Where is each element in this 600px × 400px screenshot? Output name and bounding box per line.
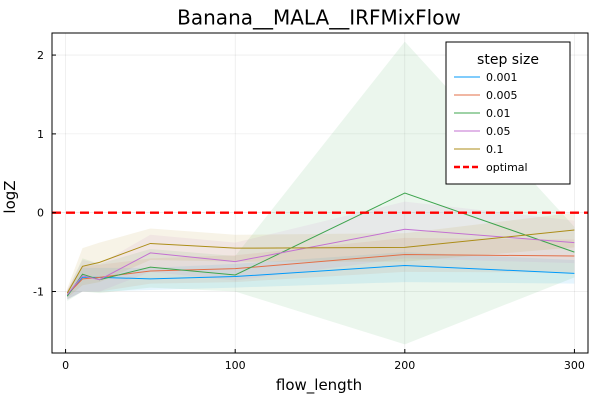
legend-label: 0.001	[486, 71, 518, 84]
x-tick-label: 100	[225, 359, 246, 372]
legend-items: 0.001 0.005 0.01 0.05 0.1 optimal	[454, 71, 528, 174]
legend-label: 0.1	[486, 143, 504, 156]
confidence-band-0	[67, 252, 575, 300]
y-tick-label: 2	[37, 49, 44, 62]
axis-ticks: 0 100 200 300 -1 0 1 2	[33, 49, 585, 372]
x-tick-label: 300	[564, 359, 585, 372]
chart-title: Banana__MALA__IRFMixFlow	[177, 6, 461, 30]
series-line-1	[66, 253, 575, 296]
legend-title: step size	[477, 52, 539, 68]
legend-label: 0.05	[486, 125, 511, 138]
legend-label: 0.01	[486, 107, 511, 120]
series-line-3	[66, 228, 575, 295]
y-tick-label: 1	[37, 128, 44, 141]
y-axis-label: logZ	[1, 180, 19, 213]
legend-label: 0.005	[486, 89, 518, 102]
series-line-4	[66, 229, 575, 294]
series-lines	[66, 192, 575, 297]
y-tick-label: -1	[33, 286, 44, 299]
x-axis-label: flow_length	[276, 376, 362, 395]
series-line-0	[66, 265, 575, 296]
plot-frame	[51, 32, 589, 354]
y-tick-label: 0	[37, 207, 44, 220]
x-tick-label: 200	[394, 359, 415, 372]
series-line-2	[66, 192, 575, 297]
legend-label: optimal	[486, 161, 528, 174]
legend: step size 0.001 0.005 0.01 0.05 0.1 optimal	[445, 41, 571, 185]
confidence-band-1	[67, 237, 575, 300]
confidence-band-4	[67, 212, 575, 298]
x-tick-label: 0	[62, 359, 69, 372]
confidence-band-3	[67, 201, 575, 300]
legend-box	[445, 41, 571, 185]
